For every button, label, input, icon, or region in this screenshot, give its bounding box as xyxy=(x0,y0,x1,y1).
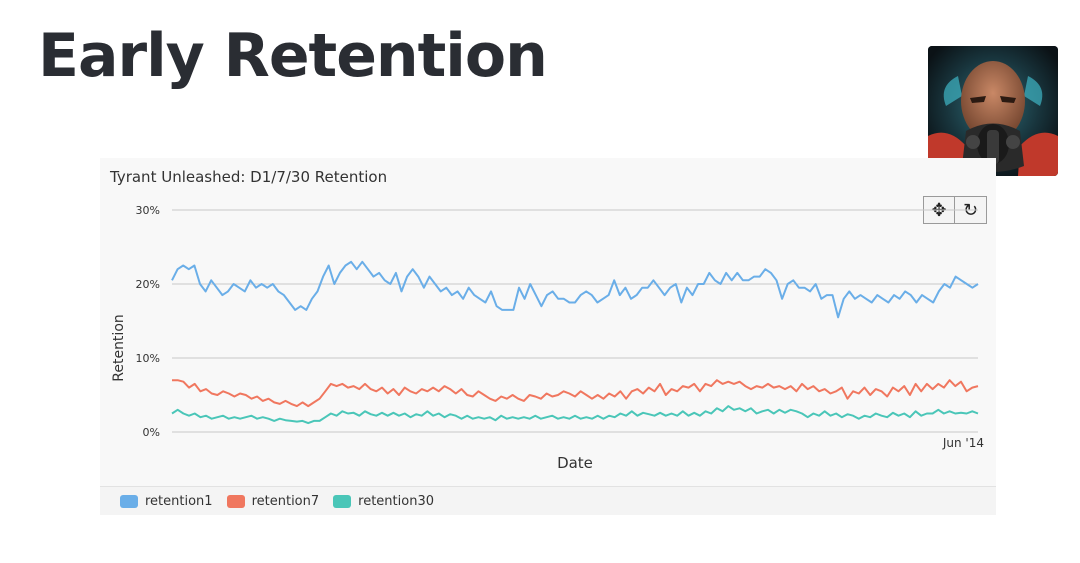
chart-legend: retention1 retention7 retention30 xyxy=(100,486,996,515)
legend-swatch xyxy=(120,494,138,508)
page-title: Early Retention xyxy=(38,21,548,91)
chart-title: Tyrant Unleashed: D1/7/30 Retention xyxy=(110,168,388,186)
legend-item-retention30[interactable]: retention30 xyxy=(333,494,434,509)
y-tick-label: 0% xyxy=(143,426,160,439)
y-ticks: 0% 10% 20% 30% xyxy=(136,204,160,439)
retention-chart: Tyrant Unleashed: D1/7/30 Retention ✥ ↻ … xyxy=(100,158,996,515)
game-avatar xyxy=(928,46,1058,176)
x-tick-label: Jun '14 xyxy=(942,436,984,450)
legend-swatch xyxy=(333,494,352,508)
y-axis-label: Retention xyxy=(111,314,127,382)
legend-label: retention7 xyxy=(251,493,320,509)
y-tick-label: 30% xyxy=(136,204,160,217)
series-lines xyxy=(171,260,979,425)
legend-swatch xyxy=(226,494,245,508)
legend-label: retention1 xyxy=(145,493,213,509)
y-tick-label: 20% xyxy=(136,278,160,291)
legend-item-retention1[interactable]: retention1 xyxy=(120,494,213,509)
x-axis-label: Date xyxy=(557,454,593,472)
series-line-retention1[interactable] xyxy=(171,260,979,319)
legend-label: retention30 xyxy=(358,493,434,509)
legend-item-retention7[interactable]: retention7 xyxy=(226,493,320,509)
plot-area[interactable]: 0% 10% 20% 30% Retention Date Jun '14 xyxy=(100,158,996,486)
y-tick-label: 10% xyxy=(136,352,160,365)
series-line-retention7[interactable] xyxy=(172,379,979,408)
series-line-retention30[interactable] xyxy=(171,405,979,425)
grid xyxy=(172,209,978,433)
